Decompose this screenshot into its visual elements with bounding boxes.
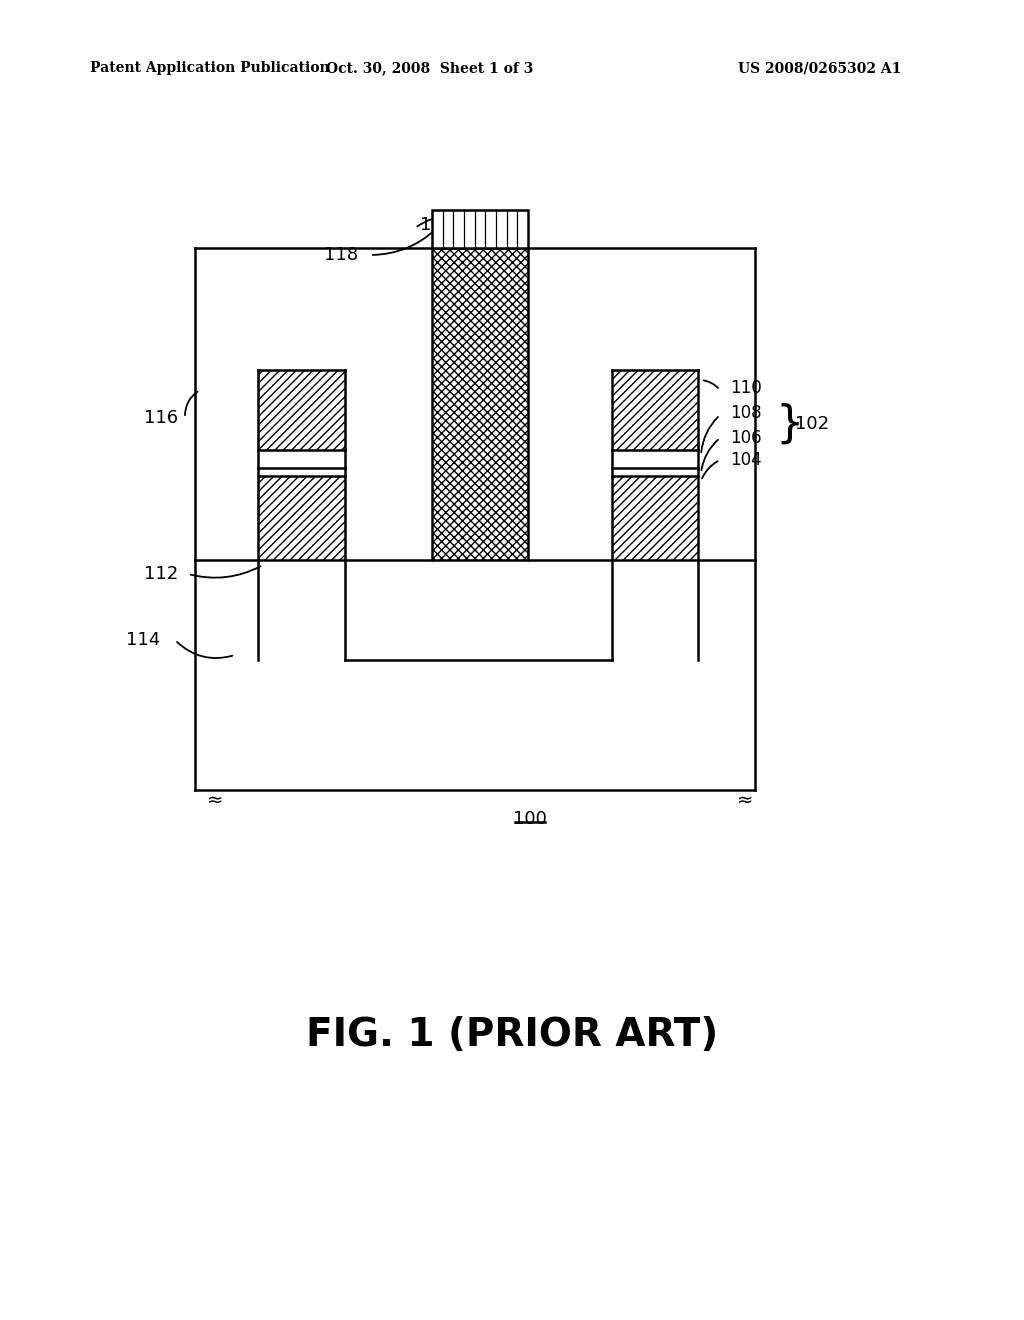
Text: Oct. 30, 2008  Sheet 1 of 3: Oct. 30, 2008 Sheet 1 of 3	[327, 61, 534, 75]
Text: FIG. 1 (PRIOR ART): FIG. 1 (PRIOR ART)	[306, 1016, 718, 1053]
Bar	[258, 477, 345, 560]
Text: Patent Application Publication: Patent Application Publication	[90, 61, 330, 75]
Text: ≈: ≈	[207, 791, 223, 809]
Bar	[612, 370, 698, 450]
Bar	[432, 248, 528, 560]
Text: 102: 102	[795, 414, 829, 433]
Text: 118: 118	[324, 246, 358, 264]
Text: US 2008/0265302 A1: US 2008/0265302 A1	[738, 61, 902, 75]
Text: 114: 114	[126, 631, 160, 649]
Bar	[258, 370, 345, 450]
Bar	[612, 477, 698, 560]
Text: 106: 106	[730, 429, 762, 447]
Bar	[432, 210, 528, 248]
Text: 108: 108	[730, 404, 762, 422]
Text: 104: 104	[730, 451, 762, 469]
Text: 112: 112	[143, 565, 178, 583]
Text: 120: 120	[420, 216, 454, 234]
Text: }: }	[775, 403, 804, 446]
Text: ≈: ≈	[737, 791, 754, 809]
Text: 100: 100	[513, 810, 547, 828]
Text: 110: 110	[730, 379, 762, 397]
Text: 116: 116	[144, 409, 178, 426]
